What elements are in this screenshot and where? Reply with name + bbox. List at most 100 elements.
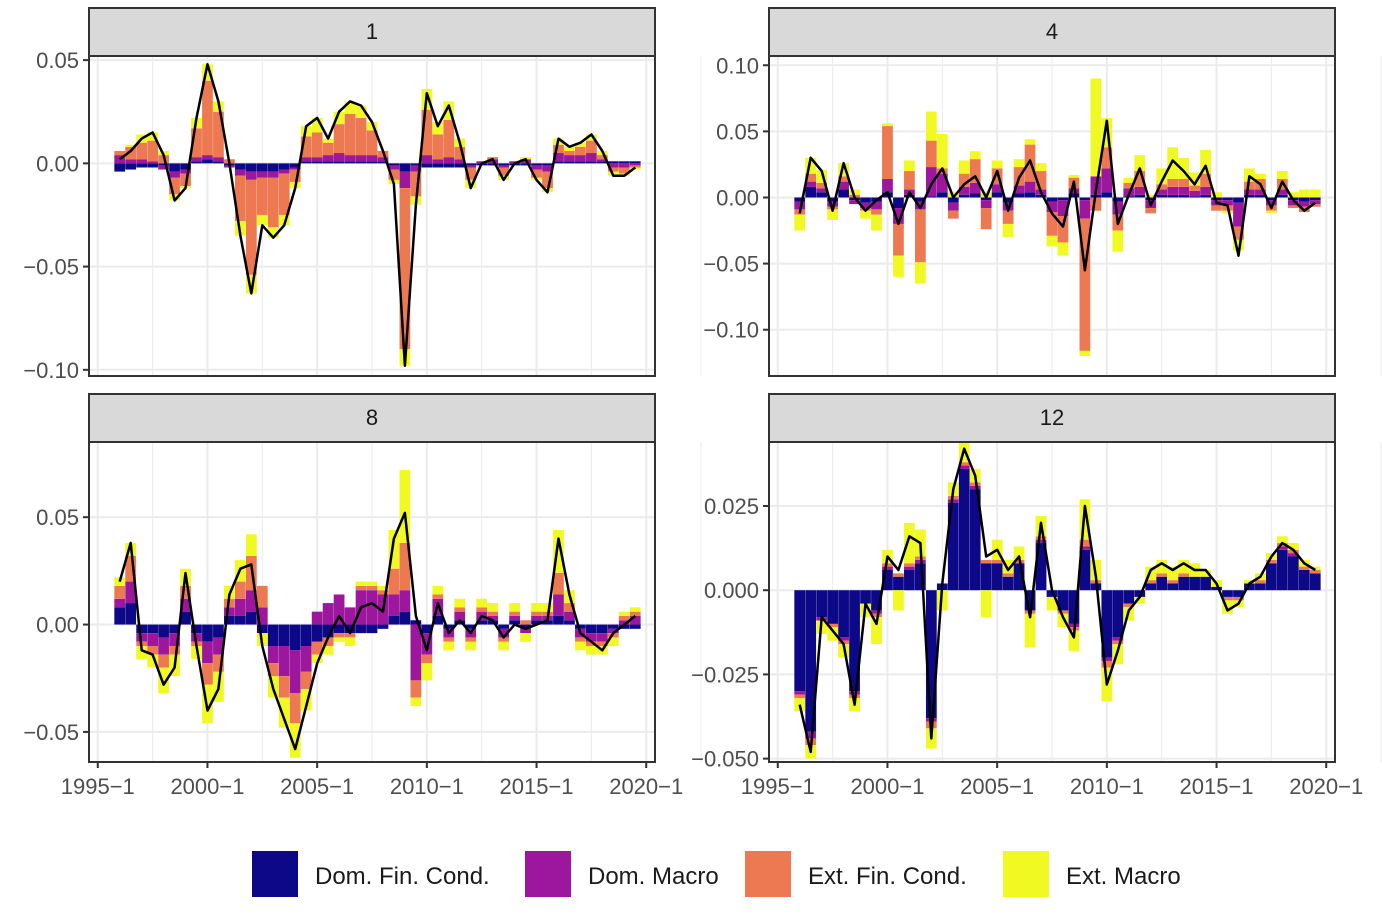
bar-dom-macro [366,155,378,162]
facet-strip [768,393,1336,443]
bar-ext-fin [958,173,970,187]
bar-ext-macro [1057,613,1069,628]
bar-dom-fin [980,197,992,201]
bar-ext-fin [1145,208,1157,214]
bar-dom-macro [180,169,191,174]
bar-ext-macro [443,101,455,120]
bar-dom-fin [1266,197,1277,201]
bar-dom-fin [618,161,630,164]
bar-ext-macro [1057,242,1069,256]
legend-key-ext-fin [745,851,791,897]
bar-dom-fin [849,590,860,692]
bar-dom-fin [509,620,520,625]
facet-label: 8 [366,405,378,430]
bar-ext-macro [322,138,334,143]
y-tick-label: −0.05 [703,252,759,277]
bar-ext-macro [245,534,257,556]
bar-ext-fin [125,146,137,160]
facet-label: 4 [1046,19,1058,44]
bar-ext-fin [234,581,246,599]
bar-dom-fin [267,163,279,172]
bar-dom-fin [454,163,466,168]
bar-dom-macro [147,633,158,647]
bar-dom-fin [816,192,828,198]
bar-dom-macro [618,620,630,625]
bar-dom-fin [816,590,828,618]
bar-dom-macro [849,691,860,695]
bar-ext-fin [1255,580,1266,584]
bar-dom-fin [827,590,838,624]
bar-ext-macro [805,157,817,174]
bar-dom-fin [180,163,191,170]
bar-ext-macro [969,151,981,160]
bar-dom-macro [1057,200,1069,216]
bar-ext-fin [520,620,531,625]
bar-ext-macro [366,581,378,586]
bar-ext-macro [278,214,290,226]
bar-ext-fin [1057,610,1069,614]
bar-dom-fin [202,159,213,164]
bar-ext-macro [311,654,323,664]
bar-dom-macro [805,731,817,739]
bar-dom-fin [289,163,301,168]
bar-ext-macro [355,581,367,586]
bar-ext-fin [1145,580,1157,584]
bar-ext-fin [234,175,246,222]
bar-dom-macro [1276,546,1288,550]
bar-ext-fin [454,146,466,160]
bar-ext-macro [1134,596,1146,604]
x-tick-label: 2015−1 [500,774,574,799]
bar-dom-fin [1298,197,1310,202]
bar-dom-macro [1079,546,1091,550]
bar-dom-fin [1276,194,1288,198]
bar-ext-macro [1200,570,1211,577]
bar-ext-macro [399,469,411,543]
bar-dom-fin [1222,590,1233,597]
bar-dom-fin [586,161,597,164]
bar-dom-macro [607,163,619,168]
bar-ext-fin [991,168,1003,185]
bar-dom-macro [936,173,948,193]
bar-dom-fin [1178,194,1190,198]
bar-dom-fin [914,197,926,202]
bar-ext-macro [1046,235,1058,247]
bar-ext-macro [893,255,904,277]
bar-dom-macro [805,181,817,187]
bar-dom-fin [1035,543,1047,591]
bar-ext-fin [1266,559,1277,564]
bar-dom-macro [202,155,213,160]
bar-ext-macro [849,189,860,195]
bar-dom-fin [443,163,455,168]
legend-label-dom-fin: Dom. Fin. Cond. [315,863,490,890]
bar-dom-fin [300,161,312,164]
bar-dom-fin [925,590,937,719]
bar-dom-macro [838,181,849,190]
bar-ext-fin [432,134,444,160]
bar-dom-fin [169,163,180,172]
bar-dom-macro [586,633,597,642]
bar-dom-macro [882,178,893,193]
bar-ext-fin [1101,147,1113,169]
bar-dom-fin [234,163,246,170]
bar-dom-fin [377,624,389,629]
bar-dom-fin [1145,197,1157,201]
bar-ext-macro [1255,173,1266,179]
bar-dom-fin [476,620,488,625]
bar-ext-macro [1244,580,1255,584]
bar-ext-fin [1156,573,1168,577]
bar-ext-macro [1233,239,1244,251]
bar-dom-fin [1079,549,1091,591]
bar-dom-fin [366,624,378,634]
bar-dom-fin [564,161,575,164]
bar-ext-fin [432,594,444,599]
bar-ext-fin [388,169,400,180]
bar-ext-macro [311,117,323,133]
bar-dom-fin [1222,197,1233,201]
bar-dom-fin [191,161,202,164]
bar-dom-macro [794,201,806,210]
bar-ext-fin [443,120,455,158]
bar-dom-fin [125,603,137,625]
bar-dom-macro [904,566,915,570]
bar-dom-fin [607,161,619,164]
bar-ext-fin [169,646,180,655]
